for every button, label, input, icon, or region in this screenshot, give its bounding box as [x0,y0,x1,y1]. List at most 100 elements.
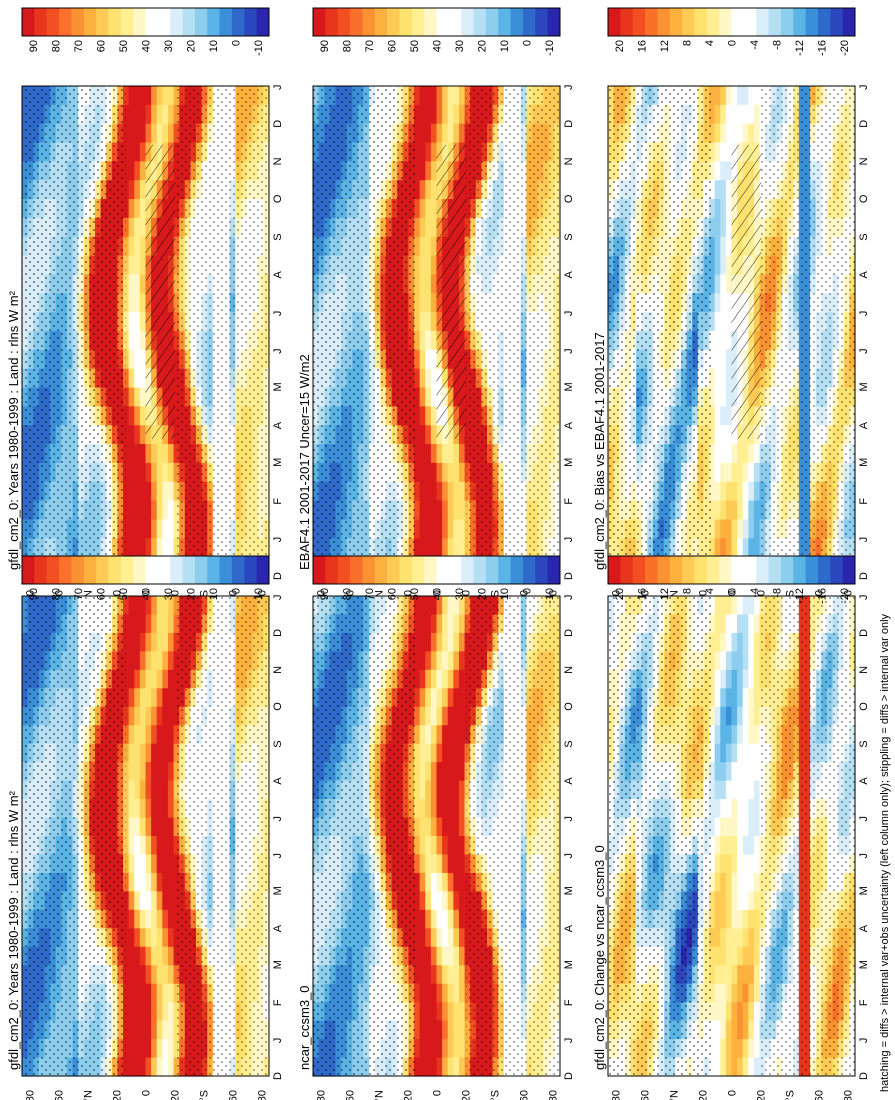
heat-cell [123,743,130,763]
heat-cell [128,669,135,689]
heat-cell [139,274,147,294]
heat-cell [145,86,152,106]
heat-cell [458,538,466,558]
heat-cell [123,519,130,539]
heat-cell [145,872,152,892]
heat-cell [162,928,169,948]
heat-cell [123,217,130,238]
heat-cell [419,104,426,125]
heat-cell [123,909,130,929]
heat-cell [134,1002,141,1022]
heat-cell [709,368,716,389]
stippling-overlay [22,596,126,1076]
heat-cell [419,312,426,332]
heat-cell [134,928,141,948]
heat-cell [162,780,169,800]
heat-cell [725,519,733,539]
heat-cell [151,1057,158,1077]
heat-cell [128,519,135,539]
month-tick-label: J [272,537,284,543]
heat-cell [134,519,141,539]
heat-cell [714,481,721,502]
heat-cell [414,519,421,539]
heat-cell [709,444,716,464]
month-tick-label: S [272,740,284,747]
heat-cell [162,706,169,726]
heat-cell [447,104,454,125]
stippling-overlay [608,86,712,576]
heat-cell [430,142,438,162]
heat-cell [720,293,727,313]
heat-cell [123,706,130,726]
heat-cell [414,217,421,238]
stippling-overlay [313,86,417,576]
month-tick-label: J [858,311,870,317]
heat-cell [430,368,438,389]
month-tick-label: N [858,157,870,165]
heat-cell [419,255,426,276]
heat-cell [742,519,749,539]
heat-cell [430,236,438,257]
heat-cell [731,86,738,106]
heat-cell [151,1020,158,1040]
month-tick-label: M [272,458,284,467]
heat-cell [128,349,135,370]
heat-cell [162,86,169,106]
lat-tick-label: 80 [24,1090,36,1100]
heat-cell [134,1057,141,1077]
heat-cell [151,632,158,652]
month-tick-label: F [272,999,284,1006]
heat-cell [134,983,141,1003]
heat-cell [725,425,733,445]
heat-cell [709,123,716,144]
heat-cell [151,462,158,483]
heat-cell [139,614,147,634]
heat-cell [167,1057,175,1077]
heat-cell [134,312,141,332]
heat-cell [139,180,147,200]
heat-cell [151,872,158,892]
heat-cell [748,86,755,106]
heat-cell [709,255,716,276]
heat-cell [458,86,466,106]
heat-cell [128,444,135,464]
heat-cell [128,872,135,892]
heat-cell [128,854,135,874]
heat-cell [134,462,141,483]
heat-cell [123,836,130,856]
heat-cell [714,425,721,445]
heat-cell [436,86,443,106]
heat-cell [458,123,466,144]
heat-cell [430,255,438,276]
heat-cell [167,983,175,1003]
heat-cell [430,349,438,370]
heat-cell [167,444,175,464]
heat-cell [167,854,175,874]
heat-cell [134,614,141,634]
heat-cell [167,725,175,745]
heat-cell [414,500,421,521]
month-tick-label: M [563,382,575,391]
heat-cell [714,255,721,276]
heat-cell [145,1020,152,1040]
heat-cell [442,481,449,502]
heat-cell [167,123,175,144]
heat-cell [128,312,135,332]
heat-cell [156,1020,163,1040]
heat-cell [145,614,152,634]
panel-ncar-model: gfdl_cm2_0: Years 1980-1999 : Land : rln… [6,595,284,1100]
heat-cell [725,236,733,257]
heat-cell [442,104,449,125]
heat-cell [419,349,426,370]
heat-cell [425,387,432,407]
heat-cell [128,762,135,782]
heat-cell [128,688,135,708]
month-tick-label: J [563,85,575,91]
heat-cell [731,519,738,539]
heat-cell [139,236,147,257]
panel-ncar-ccsm3: ncar_ccsm3_080 60 °N 20 0 20 °S 60 80DJFMAMJJASO… [297,595,575,1100]
heat-cell [128,614,135,634]
heat-cell [128,368,135,389]
heat-cell [167,596,175,616]
heat-cell [123,255,130,276]
